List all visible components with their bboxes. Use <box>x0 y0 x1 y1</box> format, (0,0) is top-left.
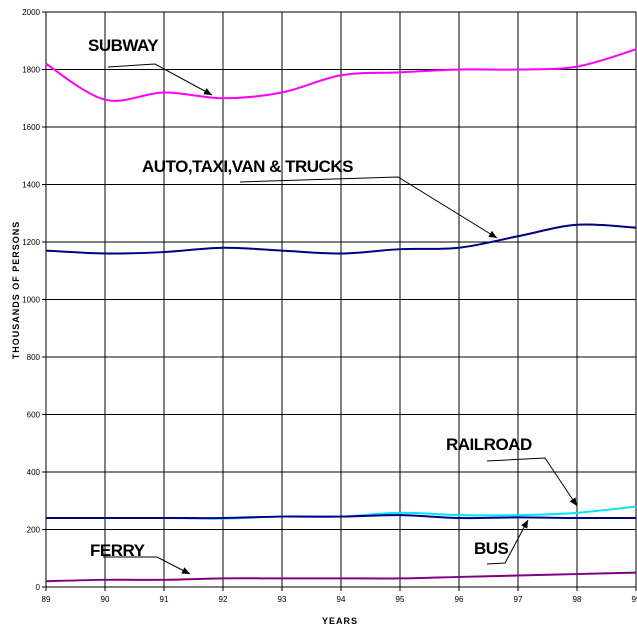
leader-line-railroad <box>486 457 578 507</box>
leader-line-ferry <box>103 556 191 575</box>
series-line-auto-taxi-van-trucks <box>45 223 637 255</box>
arrowhead <box>569 497 577 506</box>
y-tick-label: 1000 <box>22 296 40 305</box>
x-tick-label: 98 <box>573 595 582 604</box>
x-tick-label: 96 <box>455 595 464 604</box>
x-tick-label: 91 <box>160 595 169 604</box>
arrowhead <box>181 567 190 574</box>
y-tick-label: 1800 <box>22 66 40 75</box>
x-tick-label: 90 <box>101 595 110 604</box>
series-line-subway <box>45 48 637 102</box>
grid <box>42 11 637 591</box>
y-tick-label: 1600 <box>22 123 40 132</box>
series-label-railroad: RAILROAD <box>446 435 532 454</box>
series-labels: SUBWAY AUTO,TAXI,VAN & TRUCKS RAILROAD BUS F… <box>88 36 578 575</box>
x-tick-label: 97 <box>514 595 523 604</box>
x-tick-label: 93 <box>278 595 287 604</box>
y-tick-label: 2000 <box>22 8 40 17</box>
series-line-ferry <box>45 571 637 583</box>
arrowhead <box>203 88 212 95</box>
y-axis-title: THOUSANDS OF PERSONS <box>11 221 21 360</box>
tick-labels: 0 200 400 600 800 1000 1200 1400 1600 1800 2000 89 9… <box>22 8 637 604</box>
y-tick-label: 800 <box>27 353 41 362</box>
x-tick-label: 94 <box>337 595 346 604</box>
x-axis-title: YEARS <box>322 616 358 626</box>
series-label-bus: BUS <box>474 539 509 558</box>
arrowhead <box>488 230 497 238</box>
y-tick-label: 200 <box>27 526 41 535</box>
leader-line-auto-taxi-van-trucks <box>239 176 498 239</box>
series-label-auto-taxi-van-trucks: AUTO,TAXI,VAN & TRUCKS <box>142 157 353 176</box>
x-tick-label: 99 <box>632 595 637 604</box>
series-label-subway: SUBWAY <box>88 36 159 55</box>
y-tick-label: 0 <box>36 583 41 592</box>
y-tick-label: 1400 <box>22 181 40 190</box>
y-tick-label: 600 <box>27 411 41 420</box>
series-label-ferry: FERRY <box>90 541 146 560</box>
arrowhead <box>521 520 528 529</box>
y-tick-label: 1200 <box>22 238 40 247</box>
y-tick-label: 400 <box>27 468 41 477</box>
x-tick-label: 89 <box>42 595 51 604</box>
series-lines <box>45 48 637 583</box>
leader-line-bus <box>486 519 529 565</box>
leader-line-subway <box>107 63 213 96</box>
x-tick-label: 95 <box>396 595 405 604</box>
series-line-bus <box>46 514 637 520</box>
x-tick-label: 92 <box>219 595 228 604</box>
